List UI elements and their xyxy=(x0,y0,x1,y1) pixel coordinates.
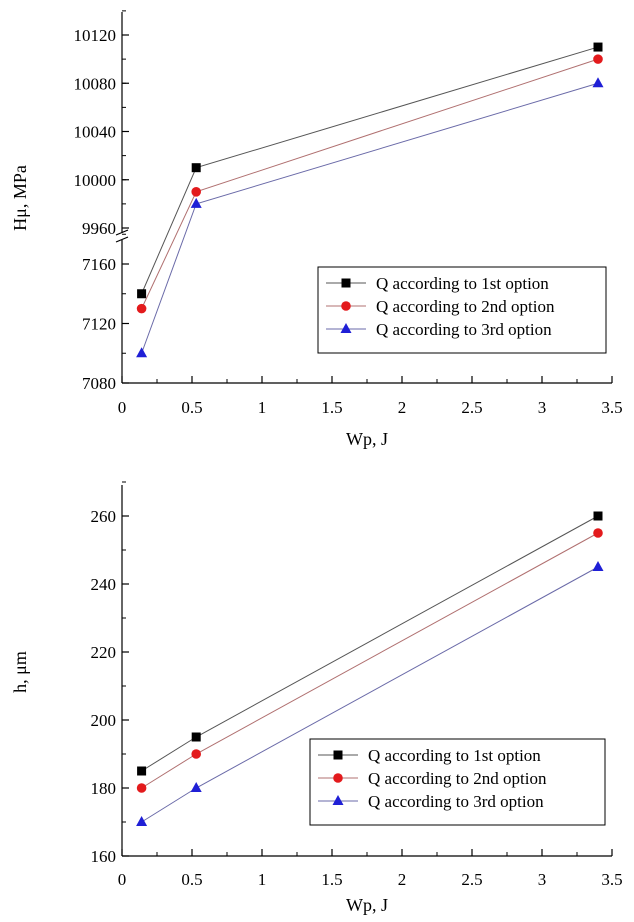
y-tick-label: 160 xyxy=(91,847,117,866)
y-tick-label: 180 xyxy=(91,779,117,798)
data-point xyxy=(190,782,202,792)
data-point xyxy=(137,289,147,299)
y-tick-label: 10120 xyxy=(74,26,117,45)
x-tick-label: 0 xyxy=(118,870,127,889)
x-tick-label: 0.5 xyxy=(181,870,202,889)
y-axis-title: h, μm xyxy=(10,651,30,693)
data-point xyxy=(592,77,604,88)
x-tick-label: 1 xyxy=(258,870,267,889)
y-tick-label: 10080 xyxy=(74,74,117,93)
x-tick-label: 3.5 xyxy=(601,398,622,417)
y-tick-label: 10040 xyxy=(74,123,117,142)
legend-marker xyxy=(333,750,343,760)
series-line xyxy=(141,515,599,772)
chart-1-series-2 xyxy=(136,54,603,314)
x-tick-label: 1.5 xyxy=(321,870,342,889)
y-tick-label: 200 xyxy=(91,711,117,730)
x-tick-label: 2.5 xyxy=(461,870,482,889)
data-point xyxy=(191,187,201,197)
x-tick-label: 2 xyxy=(398,398,407,417)
chart-1-legend: Q according to 1st option Q according to … xyxy=(309,738,606,826)
x-tick-label: 1 xyxy=(258,398,267,417)
chart-2-series-3 xyxy=(136,561,604,826)
data-point xyxy=(191,732,201,742)
y-tick-label: 10000 xyxy=(74,171,117,190)
data-point xyxy=(136,816,148,826)
x-axis-title: Wp, J xyxy=(346,429,388,449)
y-tick-label: 240 xyxy=(91,575,117,594)
chart-2-series-1 xyxy=(137,511,603,776)
data-point xyxy=(190,197,202,208)
legend-marker xyxy=(340,323,352,333)
chart-0-legend: Q according to 1st option Q according to … xyxy=(317,266,607,354)
y-tick-label: 7080 xyxy=(82,374,116,393)
x-tick-label: 1.5 xyxy=(321,398,342,417)
data-point xyxy=(191,749,201,759)
legend-label: Q according to 1st option xyxy=(376,274,549,293)
y-tick-label: 9960 xyxy=(82,219,116,238)
chart-1-x-axis: 0 0.5 1 1.5 2 2.5 3 3.5 Wp, J xyxy=(118,849,623,915)
data-point xyxy=(593,54,603,64)
legend-label: Q according to 3rd option xyxy=(376,320,552,339)
data-point xyxy=(593,511,603,521)
series-line xyxy=(141,46,599,294)
legend-box xyxy=(309,738,606,826)
data-point xyxy=(137,766,147,776)
x-tick-label: 3 xyxy=(538,398,547,417)
chart-0-x-axis: 0 0.5 1 1.5 2 2.5 3 3.5 Wp, J xyxy=(118,376,623,449)
chart-1-series-3 xyxy=(136,77,604,358)
legend-marker xyxy=(333,773,343,783)
legend-marker xyxy=(341,301,351,311)
data-point xyxy=(593,528,603,538)
x-tick-label: 0.5 xyxy=(181,398,202,417)
data-point xyxy=(592,561,604,571)
data-point xyxy=(136,347,148,358)
y-tick-label: 220 xyxy=(91,643,117,662)
chart-1-series-1 xyxy=(137,42,603,299)
data-point xyxy=(136,303,147,314)
chart-2-series-2 xyxy=(136,528,603,793)
legend-label: Q according to 1st option xyxy=(368,746,541,765)
x-axis-title: Wp, J xyxy=(346,895,388,915)
axis-break-mark-bottom xyxy=(115,236,129,243)
y-tick-label: 260 xyxy=(91,507,117,526)
chart-1-hardness: 9960 10000 10040 10080 10120 7080 7120 7160 Hμ, … xyxy=(10,10,604,393)
y-axis-title: Hμ, MPa xyxy=(10,165,30,231)
x-tick-label: 0 xyxy=(118,398,127,417)
legend-marker xyxy=(341,278,351,288)
y-tick-label: 7120 xyxy=(82,315,116,334)
legend-box xyxy=(317,266,607,354)
axis-break-mark-top xyxy=(115,229,129,236)
data-point xyxy=(593,42,603,52)
x-tick-label: 3 xyxy=(538,870,547,889)
legend-label: Q according to 3rd option xyxy=(368,792,544,811)
chart-2-depth: 160 180 200 220 240 260 h, μm xyxy=(10,481,604,866)
legend-marker xyxy=(332,795,344,805)
x-tick-label: 2.5 xyxy=(461,398,482,417)
legend-label: Q according to 2nd option xyxy=(376,297,555,316)
x-tick-label: 3.5 xyxy=(601,870,622,889)
data-point xyxy=(136,783,147,793)
data-point xyxy=(191,163,201,173)
legend-label: Q according to 2nd option xyxy=(368,769,547,788)
y-tick-label: 7160 xyxy=(82,255,116,274)
x-tick-label: 2 xyxy=(398,870,407,889)
